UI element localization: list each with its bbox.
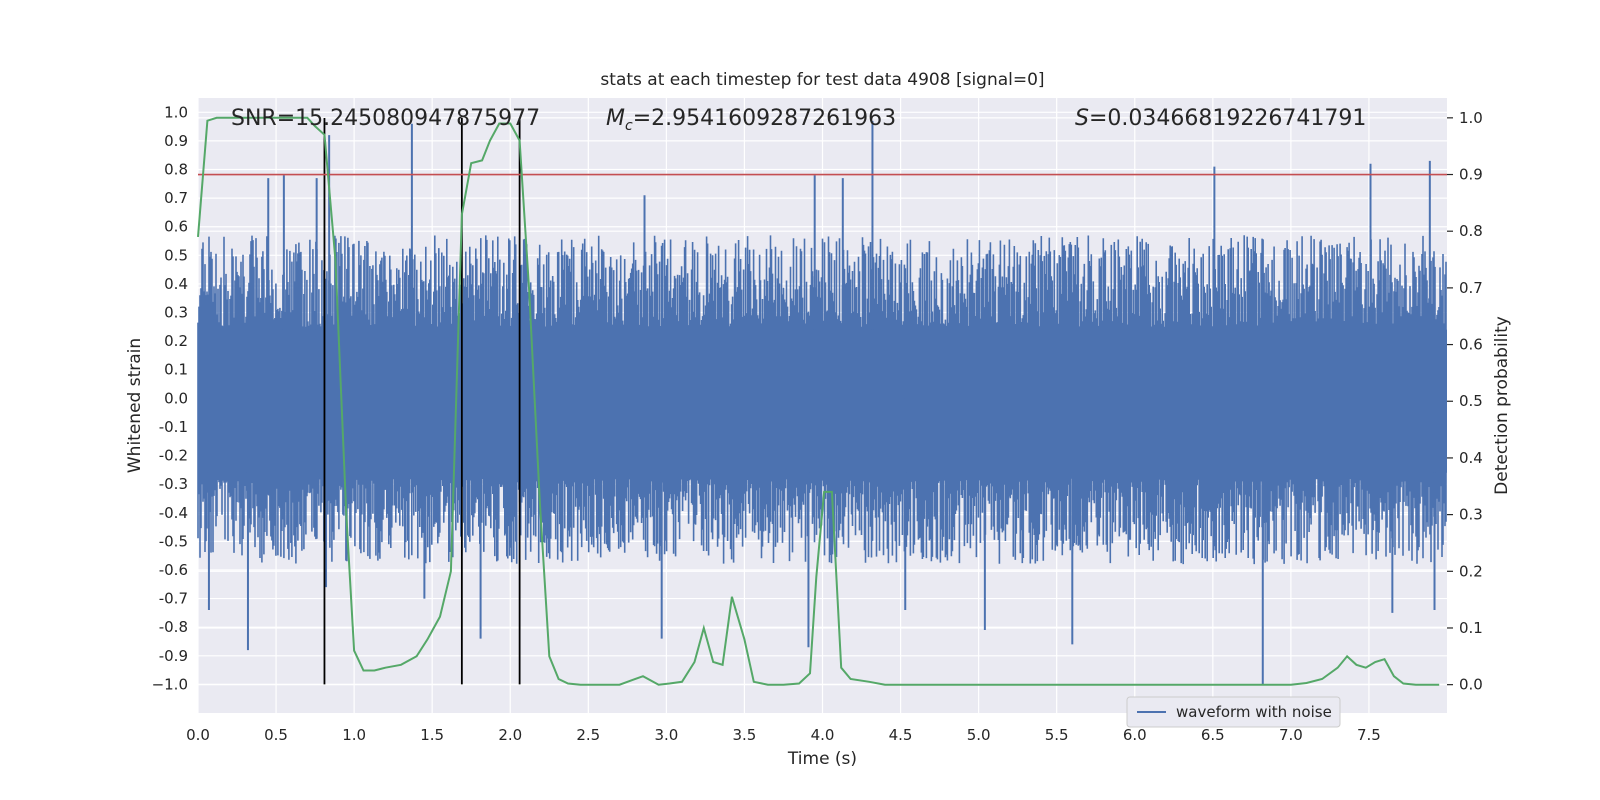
mc-value: =2.9541609287261963 bbox=[633, 106, 896, 131]
mc-subscript: c bbox=[625, 118, 633, 134]
y-left-tick-label: -0.9 bbox=[159, 647, 188, 665]
y-right-tick-label: 0.9 bbox=[1459, 166, 1483, 184]
x-axis-title: Time (s) bbox=[787, 749, 857, 769]
y-left-tick-label: -0.5 bbox=[159, 532, 188, 550]
y-left-tick-label: 0.3 bbox=[164, 304, 188, 322]
y-right-tick-label: 0.2 bbox=[1459, 562, 1483, 580]
x-tick-label: 6.0 bbox=[1123, 726, 1147, 744]
y-left-tick-label: -0.1 bbox=[159, 418, 188, 436]
x-tick-label: 5.0 bbox=[967, 726, 991, 744]
y-right-tick-label: 0.4 bbox=[1459, 449, 1483, 467]
y-right-tick-label: 0.7 bbox=[1459, 279, 1483, 297]
y-left-tick-label: -0.8 bbox=[159, 618, 188, 636]
x-tick-label: 6.5 bbox=[1201, 726, 1225, 744]
x-tick-label: 1.0 bbox=[342, 726, 366, 744]
x-tick-label: 1.5 bbox=[420, 726, 444, 744]
y-left-tick-label: -0.2 bbox=[159, 447, 188, 465]
y-left-tick-label: 0.7 bbox=[164, 189, 188, 207]
x-tick-label: 0.0 bbox=[186, 726, 210, 744]
y-right-tick-label: 0.8 bbox=[1459, 222, 1483, 240]
x-tick-label: 7.5 bbox=[1357, 726, 1381, 744]
probability-series bbox=[197, 116, 1440, 686]
y-right-tick-label: 0.1 bbox=[1459, 619, 1483, 637]
y-right-tick-label: 1.0 bbox=[1459, 109, 1483, 127]
waveform-series bbox=[197, 120, 1447, 685]
x-tick-label: 7.0 bbox=[1279, 726, 1303, 744]
legend: waveform with noise bbox=[1126, 696, 1341, 728]
x-tick-label: 0.5 bbox=[264, 726, 288, 744]
y-right-tick-label: 0.5 bbox=[1459, 392, 1483, 410]
y-left-tick-label: 0.1 bbox=[164, 361, 188, 379]
x-tick-label: 3.0 bbox=[654, 726, 678, 744]
s-symbol: S bbox=[1075, 106, 1089, 131]
x-tick-label: 5.5 bbox=[1045, 726, 1069, 744]
x-tick-label: 2.5 bbox=[576, 726, 600, 744]
y-axis-left-title: Whitened strain bbox=[125, 338, 145, 473]
y-right-tick-label: 0.0 bbox=[1459, 676, 1483, 694]
mc-symbol: M bbox=[606, 106, 625, 131]
y-left-tick-label: 0.2 bbox=[164, 332, 188, 350]
legend-box bbox=[1126, 696, 1341, 728]
y-left-tick-label: -0.7 bbox=[159, 590, 188, 608]
chart-title: stats at each timestep for test data 490… bbox=[600, 70, 1044, 90]
snr-annotation: SNR=15.245080947875977 bbox=[231, 106, 540, 131]
s-annotation: S=0.03466819226741791 bbox=[1075, 106, 1366, 131]
probability-line bbox=[197, 116, 1440, 686]
x-tick-label: 2.0 bbox=[498, 726, 522, 744]
y-right-tick-label: 0.3 bbox=[1459, 506, 1483, 524]
ticks: 0.0 0.5 1.0 1.5 2.0 2.5 3.0 3.5 4.0 4.5 5.0 5.5 6.0 6… bbox=[152, 103, 1483, 744]
y-left-tick-label: −1.0 bbox=[152, 675, 188, 693]
y-left-tick-label: 0.0 bbox=[164, 389, 188, 407]
y-left-tick-label: 0.9 bbox=[164, 132, 188, 150]
waveform-core bbox=[198, 329, 1447, 473]
x-tick-label: 3.5 bbox=[733, 726, 757, 744]
y-left-tick-label: -0.6 bbox=[159, 561, 188, 579]
y-right-tick-label: 0.6 bbox=[1459, 336, 1483, 354]
s-value: =0.03466819226741791 bbox=[1089, 106, 1366, 131]
y-left-tick-label: -0.3 bbox=[159, 475, 188, 493]
y-left-tick-label: -0.4 bbox=[159, 504, 188, 522]
y-left-tick-label: 0.5 bbox=[164, 246, 188, 264]
y-axis-right-title: Detection probability bbox=[1492, 316, 1512, 495]
x-tick-label: 4.5 bbox=[889, 726, 913, 744]
x-tick-label: 4.0 bbox=[811, 726, 835, 744]
y-left-tick-label: 0.4 bbox=[164, 275, 188, 293]
y-left-tick-label: 1.0 bbox=[164, 103, 188, 121]
y-left-tick-label: 0.8 bbox=[164, 161, 188, 179]
y-left-tick-label: 0.6 bbox=[164, 218, 188, 236]
legend-label: waveform with noise bbox=[1176, 703, 1332, 721]
chirp-mass-annotation: Mc=2.9541609287261963 bbox=[606, 106, 896, 134]
